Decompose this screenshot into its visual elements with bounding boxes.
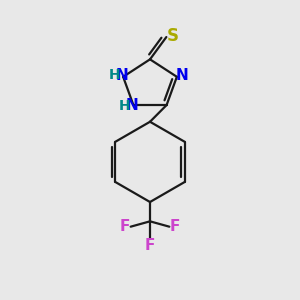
Text: F: F bbox=[119, 219, 130, 234]
Text: F: F bbox=[145, 238, 155, 253]
Text: H: H bbox=[119, 99, 130, 113]
Text: N: N bbox=[115, 68, 128, 83]
Text: F: F bbox=[170, 219, 181, 234]
Text: N: N bbox=[176, 68, 189, 83]
Text: H: H bbox=[108, 68, 120, 82]
Text: S: S bbox=[167, 27, 179, 45]
Text: N: N bbox=[125, 98, 138, 113]
